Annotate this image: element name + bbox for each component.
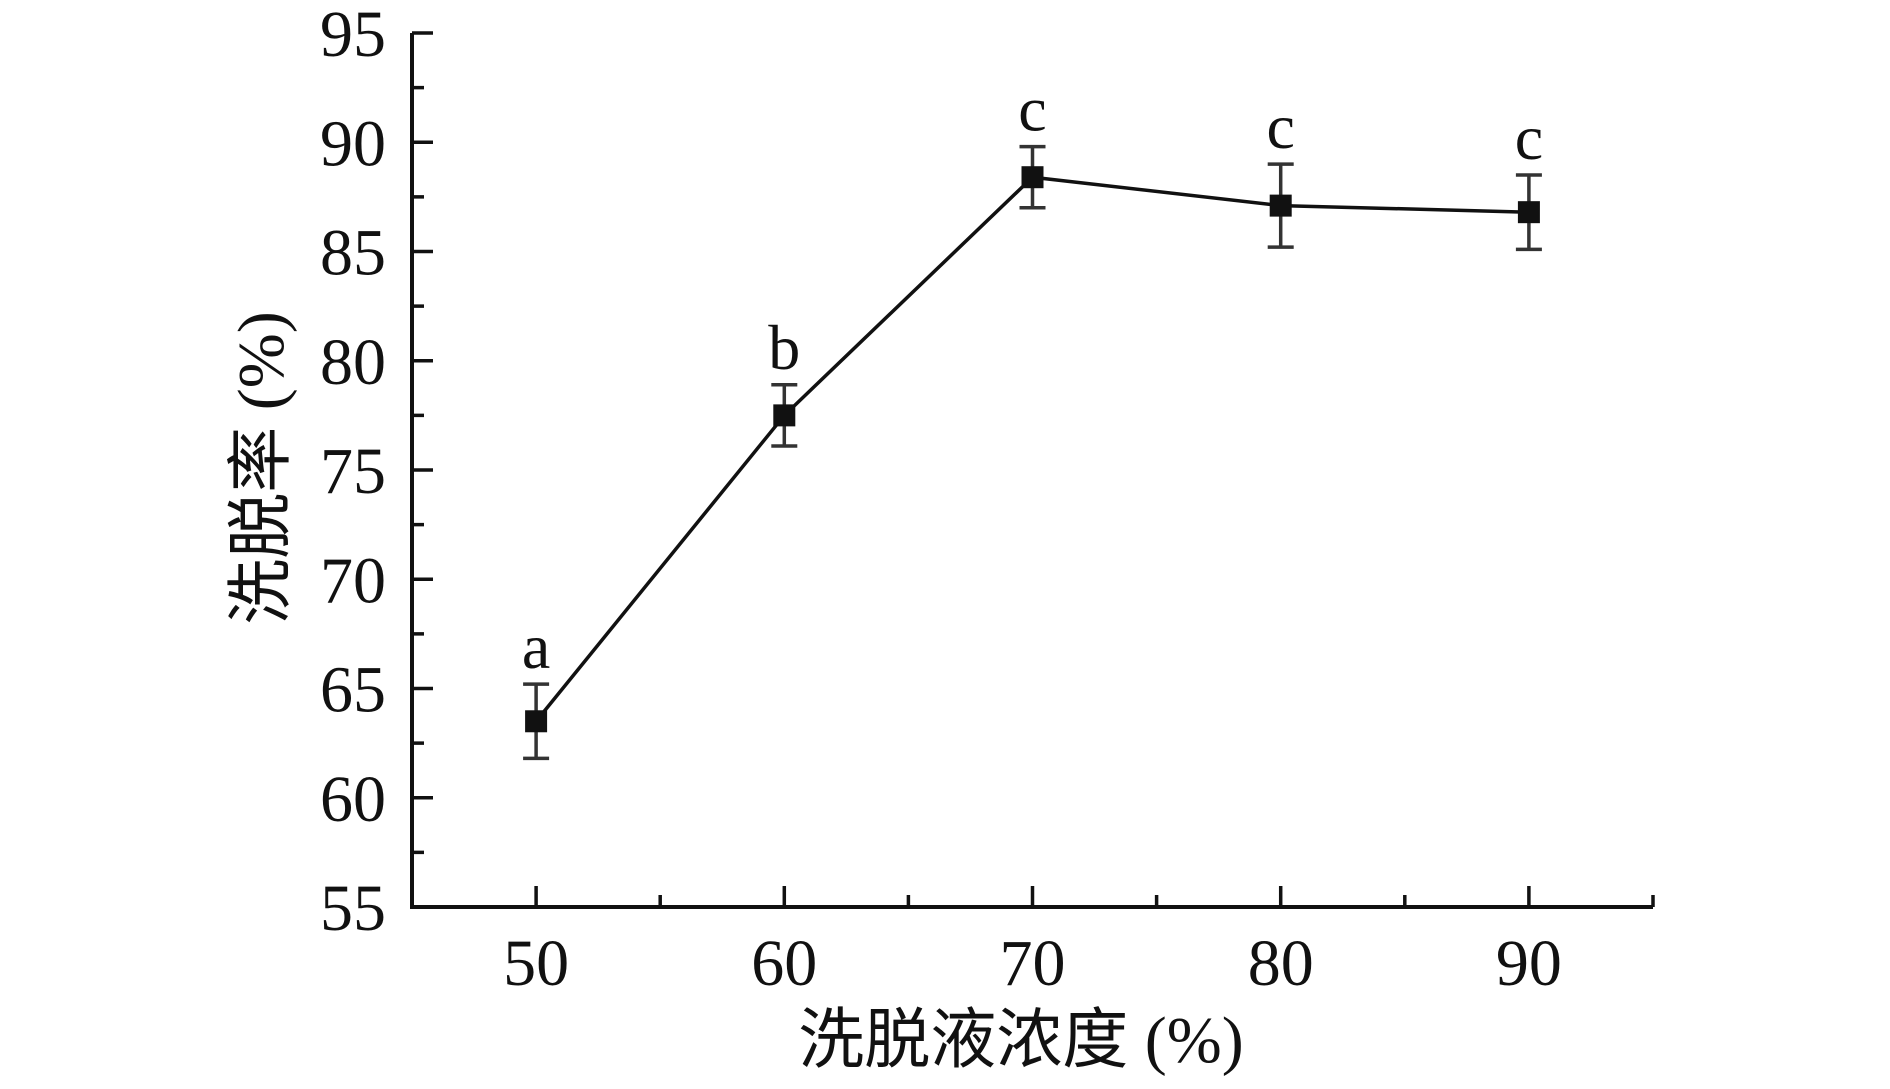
marker-square (1517, 201, 1540, 224)
x-tick-label: 70 (1000, 927, 1066, 1000)
point-label: a (522, 611, 550, 682)
marker-square (1269, 194, 1292, 217)
marker-square (525, 710, 548, 733)
data-line (534, 175, 1529, 723)
x-tick-label: 80 (1248, 927, 1314, 1000)
x-tick-label: 90 (1496, 927, 1562, 1000)
marker-square (1021, 166, 1044, 189)
y-tick-label: 60 (320, 763, 386, 836)
y-tick-label: 90 (320, 107, 386, 180)
y-tick-label: 95 (320, 0, 386, 71)
point-label: b (768, 312, 800, 383)
point-label: c (1515, 102, 1543, 173)
x-tick-label: 60 (751, 927, 817, 1000)
y-tick-label: 55 (320, 872, 386, 945)
y-axis-title: 洗脱率 (%) (225, 311, 298, 625)
y-tick-label: 85 (320, 217, 386, 290)
x-tick-label: 50 (503, 927, 569, 1000)
y-tick-label: 65 (320, 654, 386, 727)
point-label: c (1266, 91, 1294, 162)
y-tick-label: 80 (320, 326, 386, 399)
y-tick-label: 75 (320, 435, 386, 508)
marker-square (773, 404, 796, 427)
x-axis-title: 洗脱液浓度 (%) (798, 1004, 1244, 1077)
point-label: c (1018, 74, 1046, 145)
y-tick-label: 70 (320, 544, 386, 617)
